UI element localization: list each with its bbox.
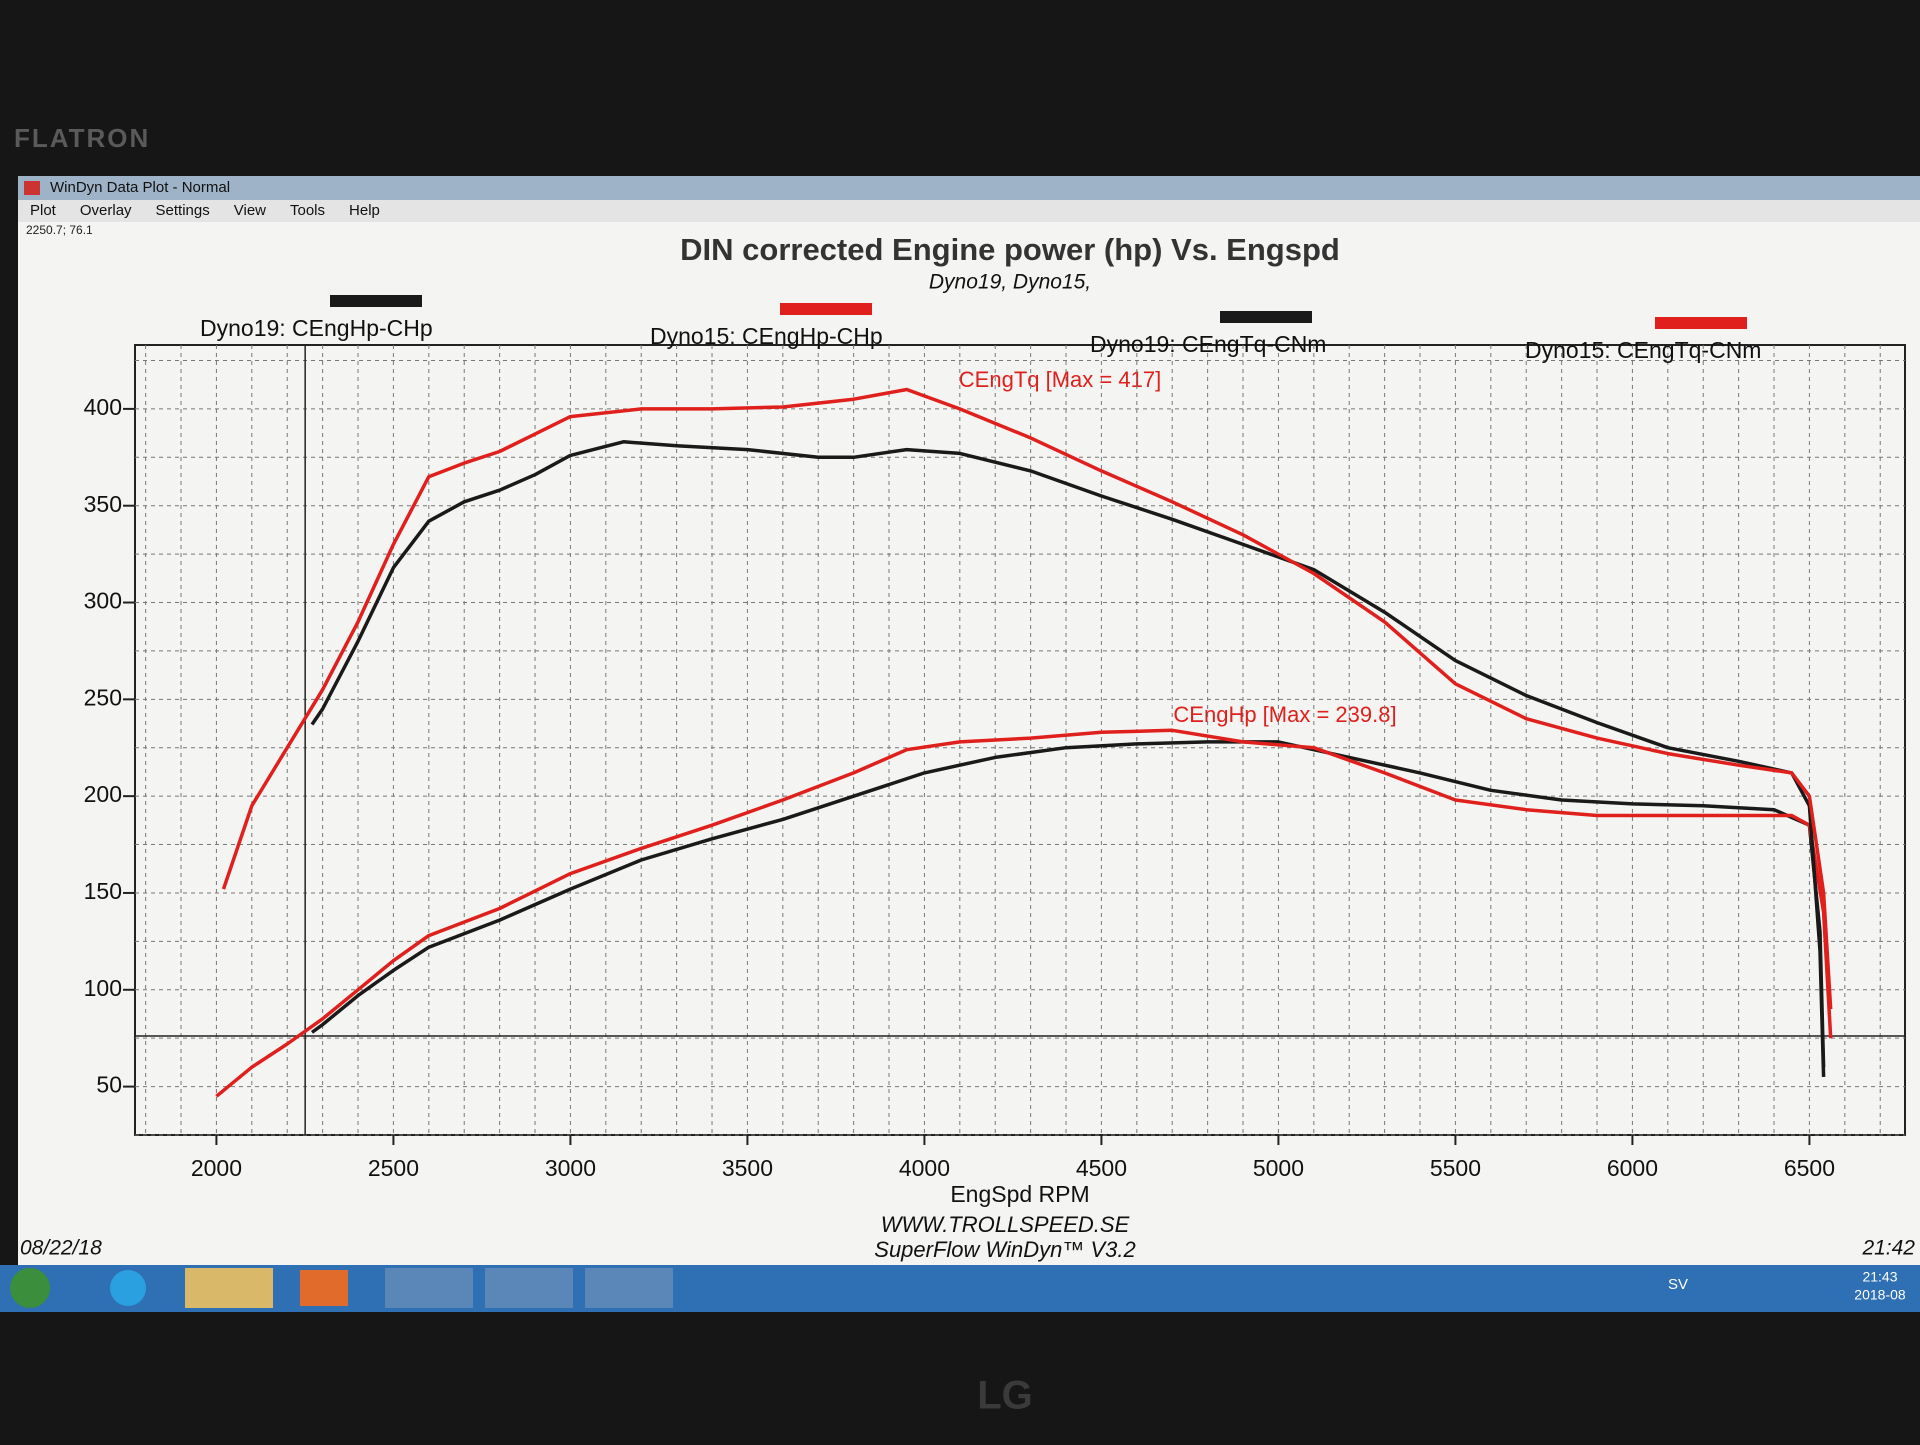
legend-label: Dyno19: CEngTq-CNm — [1090, 331, 1326, 357]
x-tick-label: 5500 — [1430, 1155, 1481, 1181]
series-line — [310, 440, 1826, 1077]
legend-swatch — [1655, 317, 1747, 329]
chart-subtitle: Dyno19, Dyno15, — [929, 271, 1091, 294]
taskbar-icon[interactable] — [110, 1270, 146, 1306]
screen — [18, 176, 1920, 1312]
y-tick-label: 100 — [84, 975, 122, 1001]
x-tick-label: 6000 — [1607, 1155, 1658, 1181]
language[interactable]: SV — [1668, 1276, 1688, 1293]
y-tick-label: 300 — [84, 588, 122, 614]
annotation: CEngTq [Max = 417] — [959, 367, 1161, 392]
menu-bar — [18, 200, 1920, 222]
x-tick-label: 4500 — [1076, 1155, 1127, 1181]
maker: LG — [977, 1374, 1033, 1418]
brand: FLATRON — [14, 123, 150, 153]
x-tick-label: 3500 — [722, 1155, 773, 1181]
x-tick-label: 3000 — [545, 1155, 596, 1181]
x-tick-label: 5000 — [1253, 1155, 1304, 1181]
y-tick-label: 350 — [84, 491, 122, 517]
clock[interactable]: 21:43 — [1862, 1269, 1897, 1285]
footer-site: WWW.TROLLSPEED.SE — [881, 1212, 1130, 1237]
y-tick-label: 250 — [84, 684, 122, 710]
legend-label: Dyno19: CEngHp-CHp — [200, 315, 433, 341]
x-tick-label: 4000 — [899, 1155, 950, 1181]
annotation: CEngHp [Max = 239.8] — [1173, 702, 1396, 727]
plot-frame — [134, 344, 1906, 1136]
grid — [135, 345, 1905, 1136]
legend-swatch — [1220, 311, 1312, 323]
start-button[interactable] — [10, 1268, 50, 1308]
footer-software: SuperFlow WinDyn™ V3.2 — [874, 1237, 1135, 1262]
title-bar — [18, 176, 1920, 200]
y-tick-label: 150 — [84, 878, 122, 904]
footer-date: 08/22/18 — [20, 1237, 102, 1260]
y-tick-label: 400 — [84, 394, 122, 420]
menu-item[interactable]: Settings — [156, 202, 210, 219]
taskbar — [0, 1265, 1920, 1312]
taskbar-icon[interactable] — [300, 1270, 348, 1306]
app-icon — [24, 181, 40, 195]
menu-item[interactable]: Plot — [30, 202, 57, 219]
footer-time: 21:42 — [1861, 1237, 1915, 1260]
menu-item[interactable]: Tools — [290, 202, 325, 219]
taskbar-icon[interactable] — [185, 1268, 273, 1308]
y-tick-label: 50 — [96, 1072, 122, 1098]
series-line — [221, 387, 1833, 1010]
clock-date[interactable]: 2018-08 — [1854, 1287, 1906, 1303]
series-line — [215, 728, 1833, 1098]
x-tick-label: 2000 — [191, 1155, 242, 1181]
legend-swatch — [330, 295, 422, 307]
taskbar-icon[interactable] — [585, 1268, 673, 1308]
menu-item[interactable]: View — [234, 202, 266, 219]
x-axis-label: EngSpd RPM — [950, 1181, 1089, 1207]
legend-swatch — [780, 303, 872, 315]
legend-label: Dyno15: CEngTq-CNm — [1525, 337, 1761, 363]
y-tick-label: 200 — [84, 781, 122, 807]
taskbar-icon[interactable] — [385, 1268, 473, 1308]
x-tick-label: 2500 — [368, 1155, 419, 1181]
cursor-readout: 2250.7; 76.1 — [26, 223, 93, 237]
menu-item[interactable]: Help — [349, 202, 380, 219]
chart-title: DIN corrected Engine power (hp) Vs. Engs… — [680, 232, 1340, 267]
x-tick-label: 6500 — [1784, 1155, 1835, 1181]
legend-label: Dyno15: CEngHp-CHp — [650, 323, 883, 349]
taskbar-icon[interactable] — [485, 1268, 573, 1308]
menu-item[interactable]: Overlay — [80, 202, 132, 219]
menu: Plot Overlay Settings View Tools Help — [30, 202, 380, 219]
window-title: WinDyn Data Plot - Normal — [50, 179, 230, 196]
series-line — [310, 740, 1826, 1068]
